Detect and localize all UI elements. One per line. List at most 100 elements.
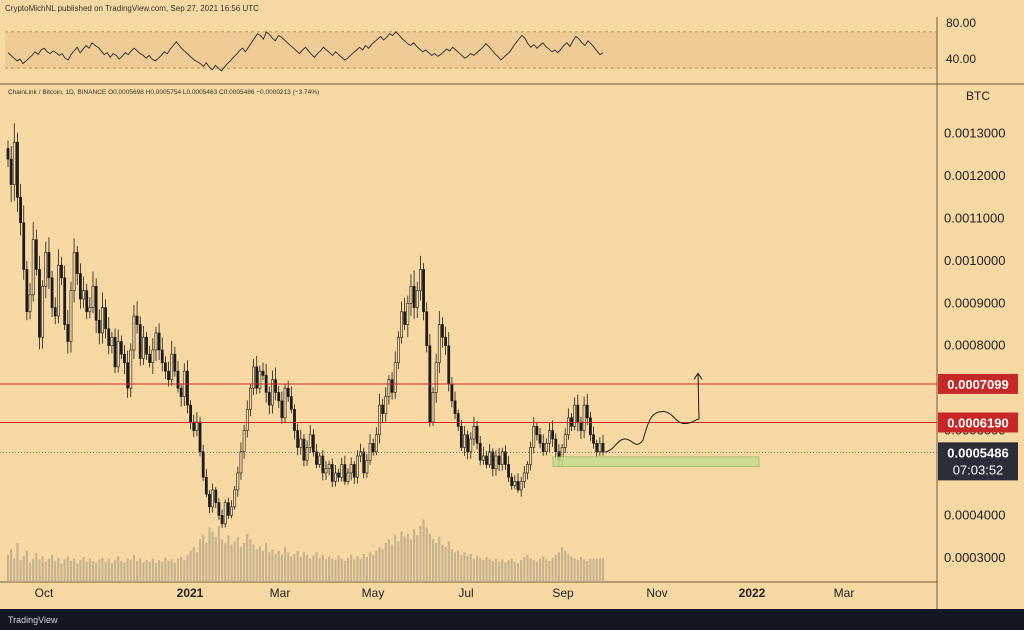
resistance-tag-box	[938, 373, 1018, 394]
volume-bar	[63, 559, 66, 582]
candle-body	[469, 438, 473, 453]
volume-bar	[35, 553, 38, 582]
candle-body	[198, 421, 202, 453]
candle-body	[551, 430, 555, 440]
volume-bar	[293, 553, 296, 582]
volume-bars	[6, 519, 605, 582]
candle-body	[173, 353, 177, 372]
candle-body	[148, 353, 152, 363]
volume-bar	[243, 543, 246, 582]
volume-bar	[321, 554, 324, 582]
volume-bar	[542, 556, 545, 582]
candle-body	[541, 442, 545, 453]
candle-body	[236, 472, 240, 491]
candle-body	[472, 426, 476, 440]
volume-bar	[271, 549, 274, 582]
candle-body	[116, 341, 120, 368]
volume-bar	[579, 557, 583, 582]
time-tick-label: May	[362, 586, 385, 600]
candle-body	[97, 319, 101, 334]
support-zone	[552, 456, 760, 468]
chart-svg[interactable]: 80.00 40.00 ChainLink / Bitcoin, 1D, BIN…	[0, 16, 1024, 609]
volume-bar	[249, 539, 252, 582]
candle-body	[305, 447, 309, 461]
volume-bar	[548, 560, 551, 582]
chart-area[interactable]: 80.00 40.00 ChainLink / Bitcoin, 1D, BIN…	[0, 16, 1024, 609]
volume-bar	[151, 558, 154, 582]
volume-bar	[6, 554, 10, 582]
candle-body	[478, 442, 482, 461]
candle-body	[356, 455, 359, 478]
volume-bar	[397, 541, 400, 582]
volume-bar	[126, 558, 129, 582]
volume-bar	[463, 552, 466, 582]
volume-bar	[438, 536, 441, 582]
volume-bar	[258, 546, 261, 582]
candle-body	[56, 264, 60, 317]
volume-bar	[523, 557, 526, 582]
candle-body	[315, 451, 318, 465]
publish-header: CryptoMichNL published on TradingView.co…	[0, 0, 1024, 17]
price-tick-label: 0.0009000	[944, 295, 1005, 310]
candle-body	[277, 392, 281, 402]
candle-body	[296, 430, 300, 448]
candle-body	[12, 141, 16, 185]
price-tick-label: 0.0008000	[944, 338, 1005, 353]
volume-bar	[38, 559, 41, 582]
volume-bar	[372, 554, 375, 582]
candle-body	[104, 307, 107, 330]
oscillator-tick-label: 80.00	[946, 17, 976, 30]
candle-body	[66, 324, 70, 342]
volume-bar	[567, 553, 570, 582]
volume-bar	[488, 559, 491, 582]
candle-body	[186, 370, 189, 406]
volume-bar	[88, 558, 91, 582]
volume-bar	[494, 558, 498, 582]
candle-body	[419, 269, 422, 291]
candle-body	[327, 464, 331, 470]
candle-body	[384, 396, 388, 414]
volume-bar	[535, 561, 538, 582]
candle-body	[510, 476, 514, 486]
candle-body	[47, 252, 51, 279]
volume-bar	[504, 562, 507, 582]
price-tick-label: 0.0003000	[944, 550, 1005, 565]
resistance-levels: 0.0007099 0.0006190	[0, 373, 1018, 433]
candle-body	[318, 455, 322, 465]
volume-bar	[400, 531, 403, 582]
oscillator-line	[7, 31, 604, 72]
volume-bar	[158, 560, 161, 582]
candle-body	[192, 421, 196, 431]
candle-body	[242, 430, 246, 453]
volume-bar	[135, 560, 139, 582]
volume-bar	[233, 541, 236, 582]
time-tick-label: 2021	[177, 586, 204, 600]
last-price-tag-box	[938, 442, 1018, 481]
candle-body	[201, 451, 205, 478]
volume-bar	[362, 553, 365, 582]
volume-bar	[482, 560, 485, 582]
candle-body	[267, 392, 271, 406]
candle-body	[334, 472, 337, 482]
candle-body	[249, 387, 252, 410]
volume-bar	[220, 539, 224, 582]
candle-body	[563, 434, 567, 448]
volume-bar	[95, 562, 98, 582]
volume-bar	[444, 546, 447, 582]
candle-body	[532, 426, 536, 448]
volume-bar	[305, 554, 309, 582]
volume-bar	[217, 525, 221, 582]
candle-body	[566, 417, 570, 436]
volume-bar	[16, 543, 19, 582]
volume-bar	[328, 556, 331, 582]
candle-body	[396, 336, 400, 363]
candle-body	[289, 396, 293, 410]
volume-bar	[287, 552, 290, 582]
volume-bar	[507, 560, 510, 582]
candle-body	[535, 426, 539, 436]
candle-body	[409, 286, 413, 304]
volume-bar	[510, 558, 513, 582]
candle-body	[308, 434, 312, 448]
volume-bar	[394, 535, 397, 582]
